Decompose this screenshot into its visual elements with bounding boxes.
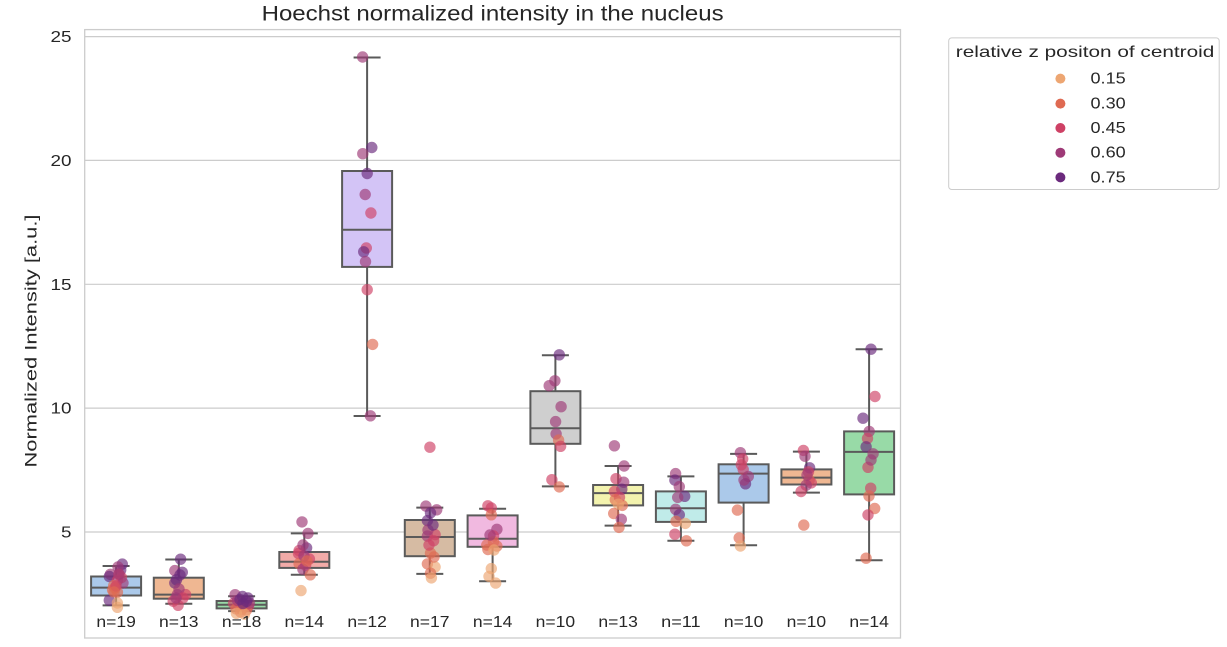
svg-text:n=14: n=14 [473,614,513,631]
svg-text:20: 20 [51,153,72,170]
svg-text:n=10: n=10 [724,614,764,631]
svg-text:n=17: n=17 [410,614,450,631]
svg-text:0.75: 0.75 [1091,169,1126,186]
svg-text:0.60: 0.60 [1091,145,1126,162]
svg-text:Normalized Intensity [a.u.]: Normalized Intensity [a.u.] [23,215,41,468]
svg-text:0.30: 0.30 [1091,96,1126,113]
svg-text:n=10: n=10 [536,614,576,631]
svg-text:n=14: n=14 [849,614,889,631]
svg-text:relative z positon of centroid: relative z positon of centroid [956,44,1215,61]
svg-text:n=14: n=14 [285,614,325,631]
svg-text:10: 10 [51,401,72,418]
svg-text:0.45: 0.45 [1091,120,1126,137]
svg-text:n=13: n=13 [598,614,638,631]
svg-text:0.15: 0.15 [1091,71,1126,88]
svg-text:5: 5 [61,525,72,542]
svg-text:25: 25 [51,29,72,46]
svg-text:Hoechst normalized intensity i: Hoechst normalized intensity in the nucl… [262,2,724,26]
svg-text:n=18: n=18 [222,614,262,631]
svg-text:n=12: n=12 [347,614,387,631]
svg-text:n=13: n=13 [159,614,199,631]
svg-text:n=19: n=19 [96,614,136,631]
svg-text:n=10: n=10 [787,614,827,631]
svg-text:n=11: n=11 [661,614,701,631]
svg-text:15: 15 [51,277,72,294]
